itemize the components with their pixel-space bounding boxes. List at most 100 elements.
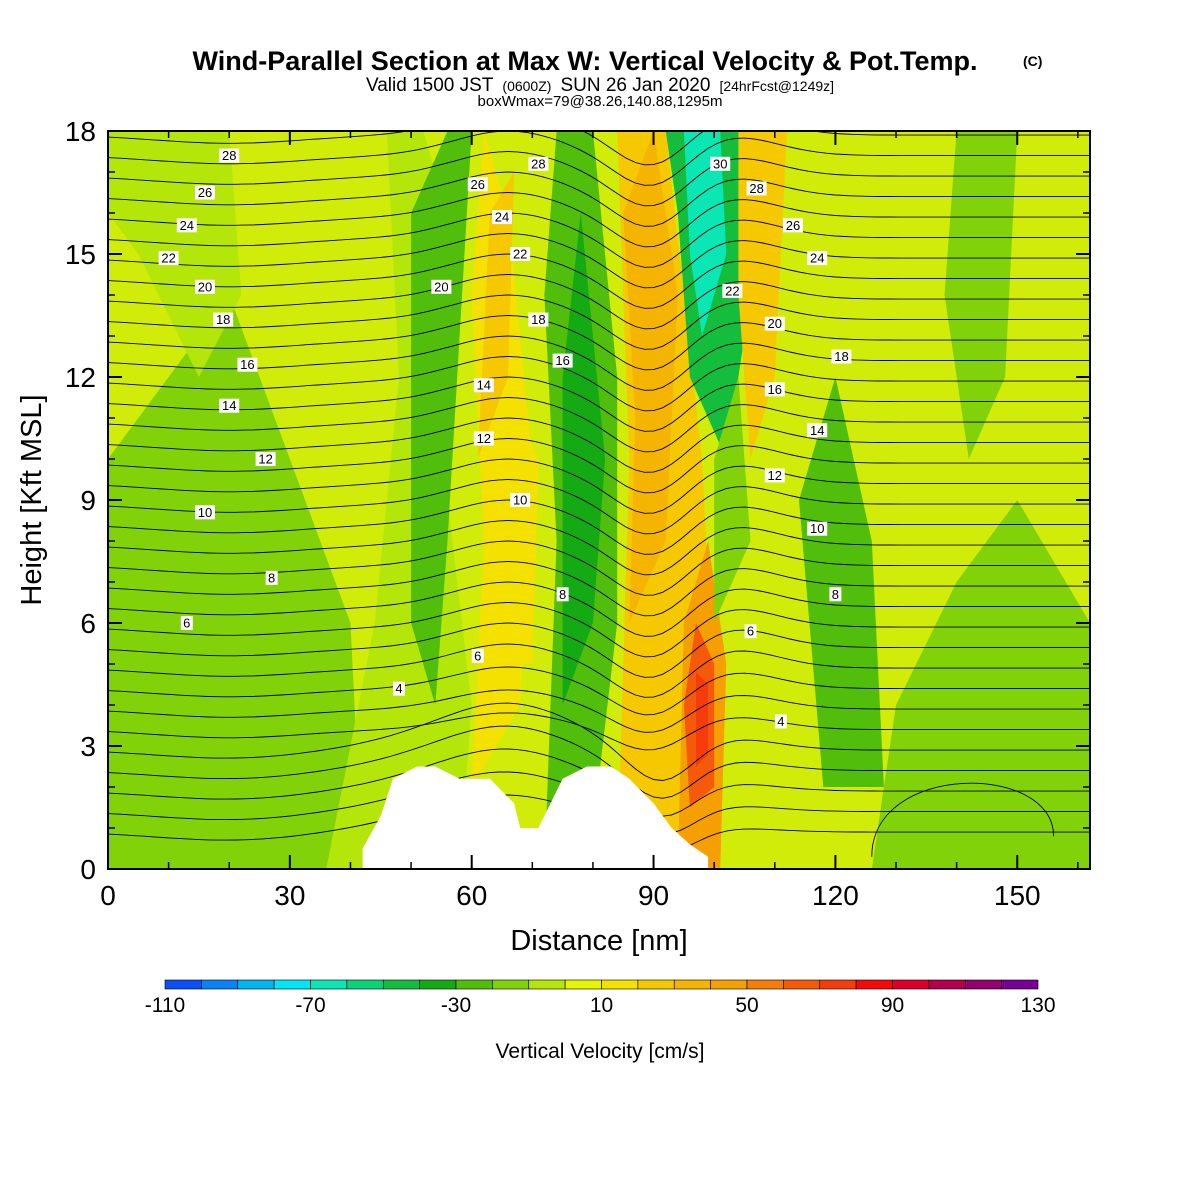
contour-label-text: 16	[768, 382, 782, 397]
contour-label: 4	[392, 681, 405, 696]
contour-label-bg	[237, 357, 258, 372]
contour-label: 24	[807, 251, 828, 266]
contour-label-bg	[473, 431, 494, 446]
colorbar-swatch	[201, 979, 239, 990]
contour-label: 10	[194, 505, 215, 520]
contour-label-text: 26	[471, 177, 485, 192]
contour-label-text: 20	[434, 279, 448, 294]
theta-contour-line	[108, 131, 1090, 166]
contour-label-text: 28	[222, 148, 236, 163]
colorbar-swatch	[964, 979, 1002, 990]
contour-label: 10	[510, 493, 531, 508]
contour-label-bg	[255, 452, 276, 466]
y-tick-label: 12	[65, 362, 96, 393]
contour-label: 28	[219, 148, 240, 163]
contour-label-bg	[764, 382, 785, 397]
y-tick-label: 9	[80, 485, 96, 516]
theta-contour-line	[108, 274, 1090, 330]
contour-label-text: 4	[395, 681, 402, 696]
contour-label-bg	[764, 316, 785, 331]
contour-label-text: 8	[559, 587, 566, 602]
theta-contour-line	[108, 131, 1090, 186]
field-band-updraft-e-top	[738, 131, 787, 459]
contour-label-bg	[467, 177, 488, 192]
colorbar-swatch	[164, 979, 202, 990]
contour-label-bg	[510, 247, 531, 261]
theta-contour-line	[108, 702, 1090, 781]
contour-label-bg	[744, 624, 757, 639]
contour-label: 8	[556, 587, 569, 602]
contour-label: 6	[180, 616, 193, 631]
theta-contour-line	[108, 417, 1090, 473]
contour-label: 18	[831, 349, 852, 364]
y-axis-title: Height [Kft MSL]	[16, 394, 48, 605]
colorbar-swatch	[1001, 979, 1039, 990]
contour-label-bg	[194, 185, 215, 200]
x-tick-label: 120	[812, 880, 859, 911]
contour-label-text: 18	[531, 312, 545, 327]
colorbar-swatch	[528, 979, 566, 990]
contour-label: 14	[473, 378, 494, 393]
colorbar-swatch	[382, 979, 420, 990]
colorbar-tick-label: 50	[735, 994, 758, 1017]
contour-label-text: 18	[834, 349, 848, 364]
contour-label: 10	[807, 521, 828, 536]
contour-label: 12	[764, 468, 785, 483]
colorbar-swatch	[892, 979, 930, 990]
contour-label-bg	[722, 283, 743, 298]
contour-label-bg	[764, 468, 785, 483]
subtitle-date: SUN 26 Jan 2020	[560, 75, 710, 96]
contour-label-bg	[528, 312, 549, 327]
colorbar-swatch	[637, 979, 675, 990]
contour-label-text: 26	[786, 218, 800, 233]
contour-label-bg	[829, 587, 842, 602]
theta-contour-line	[108, 171, 1090, 227]
contour-label: 16	[552, 353, 573, 368]
field-band-updraft-plume-max	[696, 672, 709, 767]
contour-label: 8	[829, 587, 842, 602]
x-tick-label: 30	[274, 880, 305, 911]
contour-label: 16	[237, 357, 258, 372]
contour-label-text: 4	[777, 714, 784, 729]
contour-label-text: 16	[555, 353, 569, 368]
y-tick-label: 18	[65, 116, 96, 147]
subtitle-zulu: (0600Z)	[502, 78, 551, 94]
contour-label-text: 26	[198, 185, 212, 200]
field-band-mid-east	[714, 377, 751, 623]
contour-label-text: 24	[495, 210, 509, 225]
contour-label-text: 8	[268, 570, 275, 585]
colorbar-swatch	[237, 979, 275, 990]
axis-ticks: 0 30 60 90 120 150 0 3 6 9 12 15 18	[65, 116, 1090, 911]
contour-label-bg	[807, 251, 828, 266]
theta-contour-line	[108, 438, 1090, 494]
theta-contour-line	[108, 376, 1090, 432]
contour-label-text: 18	[216, 312, 230, 327]
contour-label: 14	[807, 423, 828, 438]
theta-contour-line	[108, 622, 1090, 678]
contour-label-text: 14	[810, 423, 824, 438]
theta-contour-line	[108, 666, 1090, 716]
contour-label-bg	[746, 181, 767, 196]
contour-label-text: 24	[180, 218, 194, 233]
theta-contour-line	[108, 602, 1090, 658]
y-tick-label: 3	[80, 731, 96, 762]
theta-contour-line	[108, 581, 1090, 637]
colorbar-swatch	[819, 979, 857, 990]
theta-contour-line	[108, 479, 1090, 535]
field-band-east-low	[871, 500, 1090, 869]
colorbar-swatch	[455, 979, 493, 990]
colorbar-swatch	[928, 979, 966, 990]
contour-label: 28	[528, 156, 549, 171]
contour-label-bg	[831, 349, 852, 364]
colorbar-swatch	[346, 979, 384, 990]
contour-label-text: 28	[531, 156, 545, 171]
colorbar-swatch	[564, 979, 602, 990]
contour-label-text: 12	[768, 468, 782, 483]
colorbar-swatch	[419, 979, 457, 990]
contour-label-bg	[510, 493, 531, 507]
theta-contour-line	[108, 335, 1090, 391]
colorbar-title: Vertical Velocity [cm/s]	[496, 1040, 705, 1063]
field-band-downdraft-w	[411, 131, 472, 705]
contour-label: 22	[722, 283, 743, 298]
